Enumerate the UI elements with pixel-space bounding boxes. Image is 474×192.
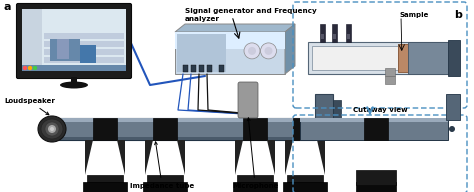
Bar xyxy=(385,76,395,84)
Text: Microphone: Microphone xyxy=(232,118,278,189)
Polygon shape xyxy=(267,140,275,175)
Bar xyxy=(308,42,456,74)
Bar xyxy=(243,118,267,140)
Circle shape xyxy=(28,66,31,70)
Ellipse shape xyxy=(38,116,66,142)
Bar xyxy=(446,94,460,120)
Bar xyxy=(175,32,285,49)
Bar xyxy=(191,65,196,72)
Polygon shape xyxy=(317,140,325,175)
Bar xyxy=(44,33,124,39)
Polygon shape xyxy=(177,140,185,175)
Bar xyxy=(315,94,333,120)
Bar xyxy=(177,34,227,72)
Bar xyxy=(320,24,325,42)
Bar xyxy=(300,118,448,140)
Bar xyxy=(385,68,395,76)
Bar xyxy=(283,182,327,192)
Bar xyxy=(408,42,452,74)
Circle shape xyxy=(244,43,260,59)
Circle shape xyxy=(261,43,276,59)
Bar xyxy=(22,65,126,71)
Polygon shape xyxy=(287,175,323,192)
Bar xyxy=(347,34,350,39)
Text: Impedance tube: Impedance tube xyxy=(130,142,194,189)
Text: a: a xyxy=(4,2,11,12)
FancyBboxPatch shape xyxy=(238,82,258,118)
Polygon shape xyxy=(235,140,243,175)
Bar xyxy=(448,40,460,76)
Bar xyxy=(50,39,80,61)
Bar xyxy=(22,9,126,71)
Polygon shape xyxy=(117,140,125,175)
Bar xyxy=(219,65,224,72)
Bar xyxy=(293,118,317,140)
Circle shape xyxy=(24,66,27,70)
Ellipse shape xyxy=(41,119,63,139)
Bar xyxy=(83,182,127,192)
Circle shape xyxy=(449,126,455,132)
Bar xyxy=(332,24,337,42)
Circle shape xyxy=(326,126,332,132)
Text: b: b xyxy=(454,10,462,20)
Bar xyxy=(50,123,58,135)
Ellipse shape xyxy=(50,127,54,131)
Bar xyxy=(346,24,351,42)
Ellipse shape xyxy=(45,122,59,136)
Bar xyxy=(55,118,315,122)
Text: Sample: Sample xyxy=(400,12,429,18)
Bar xyxy=(143,182,187,192)
Polygon shape xyxy=(237,175,273,192)
Polygon shape xyxy=(145,140,153,175)
Bar xyxy=(44,57,124,63)
Polygon shape xyxy=(285,140,293,175)
FancyBboxPatch shape xyxy=(17,3,131,79)
Polygon shape xyxy=(87,175,123,192)
Ellipse shape xyxy=(60,81,88,89)
Bar xyxy=(300,118,448,122)
Bar xyxy=(57,39,69,59)
Polygon shape xyxy=(285,24,295,74)
Bar xyxy=(333,34,336,39)
Text: Loudspeaker: Loudspeaker xyxy=(4,98,55,115)
Bar xyxy=(22,9,42,65)
Ellipse shape xyxy=(48,125,56,133)
Circle shape xyxy=(34,66,36,70)
Bar xyxy=(42,9,126,65)
Bar xyxy=(71,77,77,85)
Bar xyxy=(183,65,188,72)
Text: Cutaway view: Cutaway view xyxy=(353,107,407,113)
Bar xyxy=(321,34,324,39)
Bar xyxy=(207,65,212,72)
Bar xyxy=(356,170,396,185)
Bar xyxy=(55,137,315,140)
Bar xyxy=(44,41,124,47)
Bar xyxy=(93,118,117,140)
Bar xyxy=(80,45,96,63)
Circle shape xyxy=(248,47,256,55)
Bar xyxy=(364,118,388,140)
Bar xyxy=(233,182,277,192)
Bar xyxy=(55,118,315,140)
Bar xyxy=(398,44,408,72)
Bar xyxy=(199,65,204,72)
Text: Signal generator and Frequency
analyzer: Signal generator and Frequency analyzer xyxy=(185,8,317,22)
Bar xyxy=(175,32,285,74)
Bar xyxy=(312,46,398,70)
Circle shape xyxy=(264,47,273,55)
Polygon shape xyxy=(147,175,183,192)
Bar xyxy=(153,118,177,140)
Polygon shape xyxy=(175,24,295,32)
Polygon shape xyxy=(85,140,93,175)
Bar xyxy=(356,182,396,192)
Bar xyxy=(333,100,341,122)
Bar xyxy=(44,49,124,55)
